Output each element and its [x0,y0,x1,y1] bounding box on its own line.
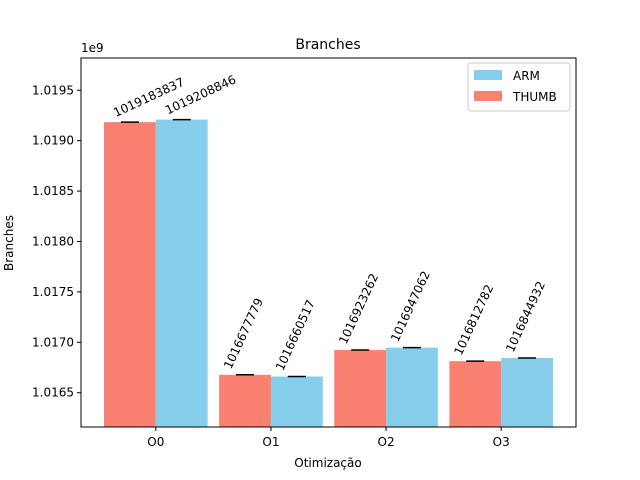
x-tick-label-o0: O0 [147,435,164,449]
x-tick-label-o1: O1 [262,435,279,449]
bar-arm-o0 [155,119,208,428]
bar-thumb-o0 [104,122,156,427]
y-tick-label: 1.0175 [32,285,74,299]
bar-thumb-o3 [449,361,502,427]
legend-label-thumb: THUMB [512,90,557,104]
legend-swatch-thumb [474,91,502,101]
legend: ARM THUMB [467,62,571,112]
legend-swatch-arm [474,70,502,80]
y-tick-label: 1.0170 [32,335,74,349]
legend-label-arm: ARM [513,69,540,83]
x-tick-label-o2: O2 [378,435,395,449]
bar-arm-o1 [270,376,323,427]
y-tick-label: 1.0165 [32,386,74,400]
plot-frame [80,57,577,428]
x-axis-label: Otimização [294,456,361,470]
y-tick-label: 1.0185 [32,184,74,198]
y-tick-label: 1.0190 [32,134,74,148]
y-axis-label: Branches [2,215,16,271]
bar-thumb-o2 [334,350,387,427]
y-tick-label: 1.0195 [32,83,74,97]
y-offset-label: 1e9 [81,41,104,55]
bar-thumb-o1 [219,374,271,427]
bar-arm-o3 [501,357,553,427]
y-tick-label: 1.0180 [32,234,74,248]
x-tick-label-o3: O3 [493,435,510,449]
bar-arm-o2 [386,347,438,427]
chart-title: Branches [295,37,360,53]
